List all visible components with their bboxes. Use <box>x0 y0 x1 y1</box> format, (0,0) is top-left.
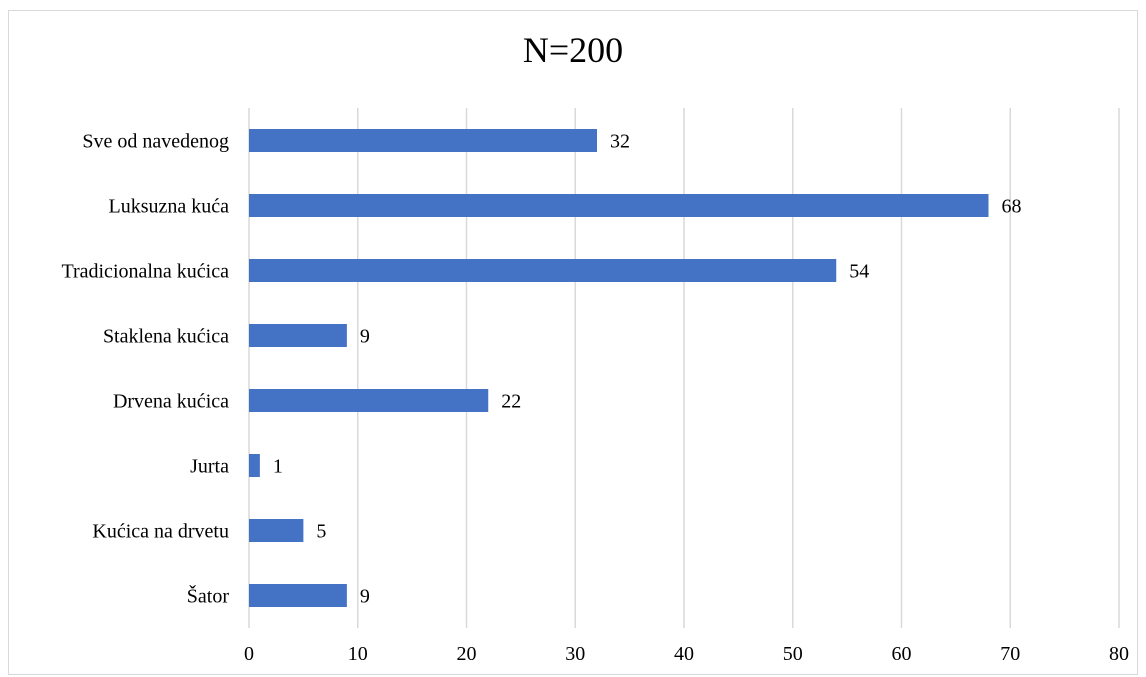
category-label: Kućica na drvetu <box>92 521 229 543</box>
data-label: 68 <box>1002 196 1022 218</box>
bar <box>249 259 837 282</box>
chart-frame <box>8 10 1138 675</box>
category-label: Jurta <box>190 456 229 478</box>
bar <box>249 194 989 217</box>
x-tick-label: 30 <box>565 643 585 665</box>
category-label: Tradicionalna kućica <box>61 261 229 283</box>
category-label: Šator <box>187 584 230 608</box>
bar <box>249 584 347 607</box>
x-tick-label: 20 <box>457 643 477 665</box>
bar <box>249 129 597 152</box>
bar <box>249 519 304 542</box>
bar <box>249 324 347 347</box>
x-tick-label: 50 <box>783 643 803 665</box>
x-tick-label: 80 <box>1109 643 1129 665</box>
category-label: Luksuzna kuća <box>108 196 229 218</box>
data-label: 1 <box>273 456 283 478</box>
category-label: Sve od navedenog <box>82 131 229 153</box>
x-tick-label: 10 <box>348 643 368 665</box>
x-tick-label: 70 <box>1000 643 1020 665</box>
data-label: 9 <box>360 586 370 608</box>
data-label: 54 <box>849 261 869 283</box>
bar <box>249 454 260 477</box>
data-label: 5 <box>316 521 326 543</box>
category-label: Staklena kućica <box>103 326 229 348</box>
data-label: 32 <box>610 131 630 153</box>
x-tick-label: 0 <box>244 643 254 665</box>
chart-title: N=200 <box>522 30 624 70</box>
x-tick-label: 40 <box>674 643 694 665</box>
x-tick-label: 60 <box>892 643 912 665</box>
data-label: 9 <box>360 326 370 348</box>
category-label: Drvena kućica <box>113 391 229 413</box>
data-label: 22 <box>501 391 521 413</box>
bar <box>249 389 489 412</box>
